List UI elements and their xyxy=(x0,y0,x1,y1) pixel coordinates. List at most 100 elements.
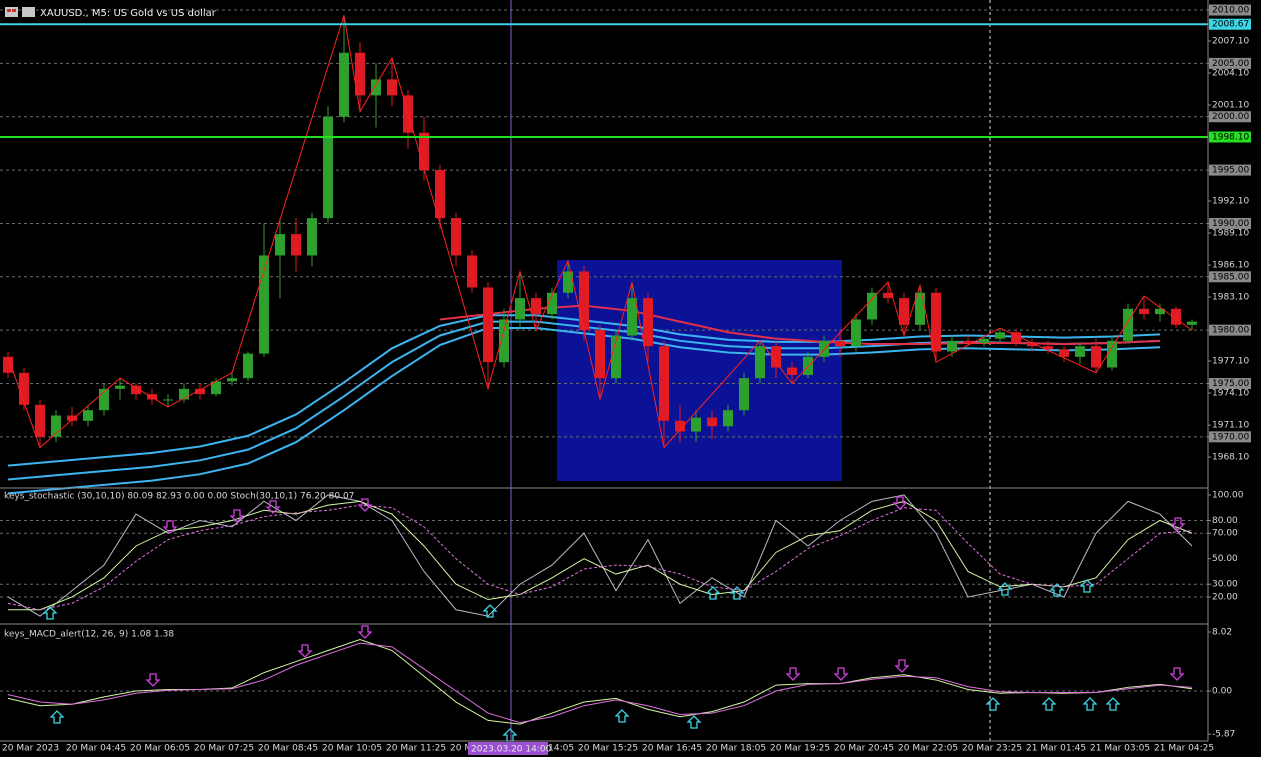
y-tick-label: 1974.10 xyxy=(1212,389,1249,399)
candle-body xyxy=(35,404,45,437)
x-tick-label: 20 Mar 04:45 xyxy=(66,744,126,754)
candle-body xyxy=(1027,342,1037,347)
candle-body xyxy=(1139,308,1149,315)
x-tick-label: 20 Mar 22:05 xyxy=(898,744,958,754)
candle-body xyxy=(963,340,973,343)
candle-body xyxy=(131,385,141,395)
sell-arrow xyxy=(265,500,281,514)
sell-arrow xyxy=(229,509,245,523)
y-tick-label: 1995.00 xyxy=(1212,166,1249,176)
x-tick-label: 20 Mar 10:05 xyxy=(322,744,382,754)
y-tick-label: 8.02 xyxy=(1212,627,1232,637)
y-tick-label: 2001.10 xyxy=(1212,100,1249,110)
candle-body xyxy=(691,417,701,432)
tick-box xyxy=(1209,57,1251,69)
buy-arrow xyxy=(1049,583,1065,597)
x-tick-label: 20 Mar 23:25 xyxy=(962,744,1022,754)
chart-layer xyxy=(0,9,1208,742)
candle-body xyxy=(115,385,125,389)
x-tick-label: 20 Mar 06:05 xyxy=(130,744,190,754)
level-box xyxy=(1209,131,1251,143)
buy-arrow xyxy=(997,582,1013,596)
candle-body xyxy=(1059,349,1069,357)
candle-body xyxy=(771,346,781,368)
candle-body xyxy=(819,340,829,357)
tick-box xyxy=(1209,271,1251,283)
buy-arrow xyxy=(42,606,58,620)
tick-box xyxy=(1209,4,1251,16)
y-tick-label: 1983.10 xyxy=(1212,293,1249,303)
y-tick-label: 2010.00 xyxy=(1212,6,1249,16)
candle-body xyxy=(531,298,541,315)
candle-body xyxy=(595,330,605,379)
tick-box xyxy=(1209,377,1251,389)
x-tick-label: 20 Mar 07:25 xyxy=(194,744,254,754)
x-tick-label: 21 Mar 01:45 xyxy=(1026,744,1086,754)
candle-body xyxy=(979,338,989,343)
candle-body xyxy=(211,381,221,395)
chart-title: XAUUSD., M5: US Gold vs US dollar xyxy=(40,8,217,19)
candle-body xyxy=(579,271,589,331)
candle-body xyxy=(643,298,653,347)
buy-arrow xyxy=(1105,697,1121,711)
zigzag xyxy=(7,15,1193,449)
y-tick-label: 1968.10 xyxy=(1212,453,1249,463)
sell-arrow xyxy=(145,673,161,687)
candle-body xyxy=(163,399,173,401)
candle-body xyxy=(499,319,509,363)
candle-body xyxy=(739,378,749,411)
sell-arrow xyxy=(833,667,849,681)
x-tick-label: 21 Mar 04:25 xyxy=(1154,744,1214,754)
candle-body xyxy=(675,420,685,432)
candle-body xyxy=(787,367,797,375)
icon xyxy=(5,7,18,17)
y-tick-label: 30.00 xyxy=(1212,580,1238,590)
y-tick-label: 1985.00 xyxy=(1212,272,1249,282)
x-tick-label: 20 Mar 19:25 xyxy=(770,744,830,754)
y-tick-label: 70.00 xyxy=(1212,529,1238,539)
sell-arrow xyxy=(1170,517,1186,531)
buy-arrow xyxy=(614,709,630,723)
candle-body xyxy=(371,79,381,96)
candle-body xyxy=(483,287,493,363)
candle-body xyxy=(451,218,461,256)
indicator-line xyxy=(7,504,1193,611)
candle-body xyxy=(67,415,77,421)
candle-body xyxy=(995,332,1005,339)
indicator-title: keys_MACD_alert(12, 26, 9) 1.08 1.38 xyxy=(4,630,174,640)
sell-arrow xyxy=(297,644,313,658)
icon xyxy=(22,7,35,17)
buy-arrow xyxy=(1041,697,1057,711)
y-tick-label: 80.00 xyxy=(1212,516,1238,526)
moving-average xyxy=(439,304,1161,346)
candle-body xyxy=(99,388,109,411)
candle-body xyxy=(275,234,285,256)
candle-body xyxy=(51,415,61,437)
x-tick-label: 20 Mar 2023 xyxy=(2,744,59,754)
indicator-line xyxy=(8,500,1193,611)
y-tick-label: -5.87 xyxy=(1212,730,1235,740)
y-tick-label: 2005.00 xyxy=(1212,59,1249,69)
buy-arrow xyxy=(985,697,1001,711)
candle-body xyxy=(339,52,349,117)
y-tick-label: 100.00 xyxy=(1212,490,1244,500)
x-tick-label: 20 Mar 16:45 xyxy=(642,744,702,754)
candle-body xyxy=(355,52,365,96)
level-label: 2008.67 xyxy=(1212,20,1249,30)
y-tick-label: 1971.10 xyxy=(1212,421,1249,431)
candle-body xyxy=(307,218,317,256)
candle-body xyxy=(3,356,13,373)
candle-body xyxy=(259,255,269,354)
tick-box xyxy=(1209,217,1251,229)
icon xyxy=(12,9,16,12)
y-tick-label: 1986.10 xyxy=(1212,261,1249,271)
candle-body xyxy=(1187,321,1197,325)
y-tick-label: 1992.10 xyxy=(1212,197,1249,207)
candle-body xyxy=(323,116,333,219)
candle-body xyxy=(1043,346,1053,350)
y-tick-label: 2000.00 xyxy=(1212,112,1249,122)
candle-body xyxy=(435,170,445,219)
y-tick-label: 0.00 xyxy=(1212,686,1232,696)
buy-arrow xyxy=(729,586,745,600)
